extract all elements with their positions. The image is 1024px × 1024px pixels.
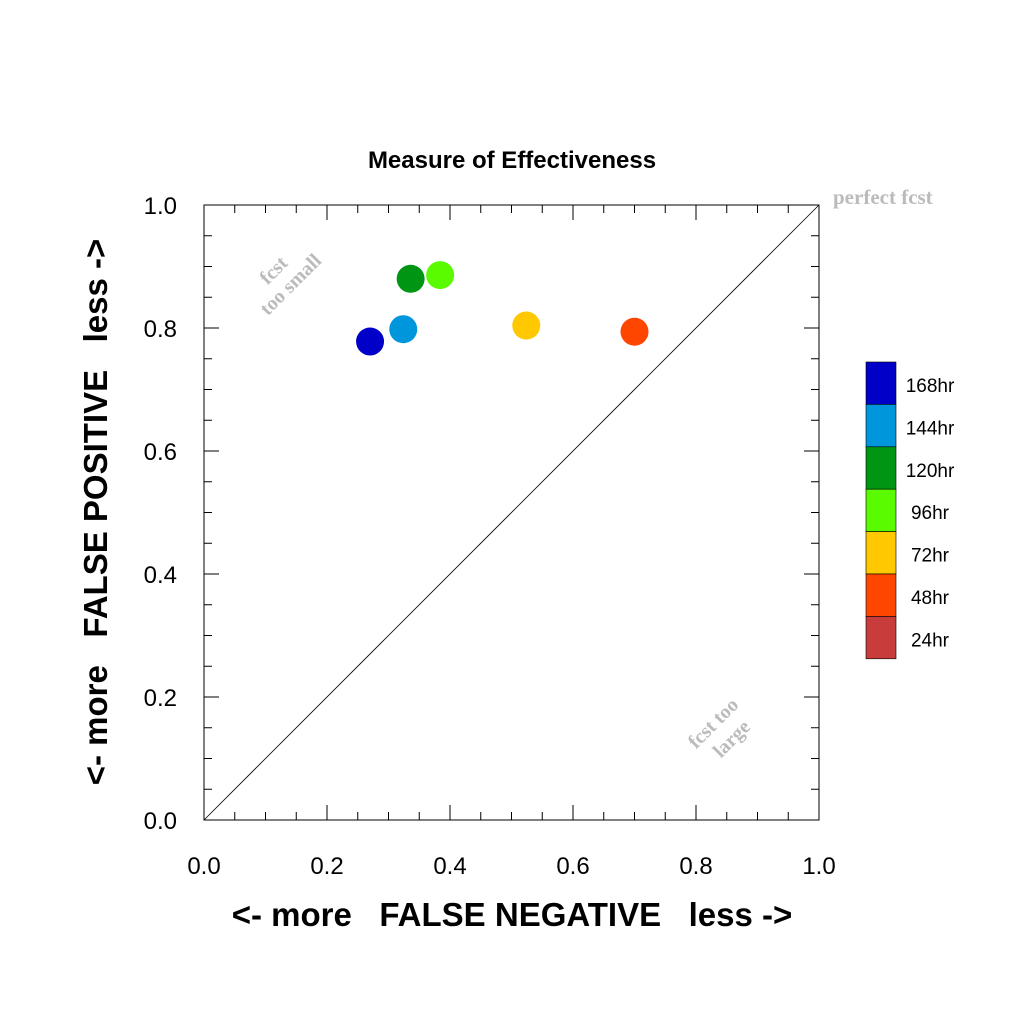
data-points (356, 261, 649, 356)
y-tick-label: 0.4 (144, 562, 177, 589)
legend: 168hr 144hr 120hr 96hr 72hr 48hr 24hr (865, 361, 955, 660)
legend-swatch-144hr (865, 404, 897, 448)
legend-label: 24hr (911, 630, 950, 651)
y-tick-label: 0.8 (144, 316, 177, 343)
data-point-144hr (389, 315, 418, 344)
y-tick-label: 0.2 (144, 685, 177, 712)
data-point-168hr (356, 327, 385, 356)
y-tick-label: 0.6 (144, 439, 177, 466)
x-tick-label: 0.0 (187, 853, 220, 880)
chart-title: Measure of Effectiveness (368, 147, 656, 174)
x-tick-labels: 0.0 0.2 0.4 0.6 0.8 1.0 (187, 853, 835, 880)
data-point-96hr (426, 261, 455, 290)
legend-label: 72hr (911, 546, 950, 567)
y-tick-labels: 0.0 0.2 0.4 0.6 0.8 1.0 (144, 193, 177, 835)
annotation-fcst-too-large: fcst too large (684, 694, 755, 762)
x-tick-label: 0.4 (433, 853, 466, 880)
legend-swatch-72hr (865, 531, 897, 575)
legend-label: 120hr (906, 461, 955, 482)
legend-swatch-168hr (865, 361, 897, 405)
y-tick-label: 0.0 (144, 808, 177, 835)
annotation-fcst-too-small: fcst too small (255, 249, 326, 319)
y-tick-label: 1.0 (144, 193, 177, 220)
x-axis-label: <- more FALSE NEGATIVE less -> (232, 896, 793, 933)
data-point-48hr (620, 317, 649, 346)
x-tick-label: 1.0 (802, 853, 835, 880)
annotation-perfect-fcst: perfect fcst (833, 185, 933, 209)
axis-ticks (203, 204, 820, 821)
reference-diagonal (203, 204, 820, 821)
legend-label: 144hr (906, 418, 955, 439)
legend-swatch-24hr (865, 616, 897, 660)
x-tick-label: 0.6 (556, 853, 589, 880)
legend-swatch-120hr (865, 446, 897, 490)
legend-label: 48hr (911, 588, 950, 609)
x-tick-label: 0.8 (679, 853, 712, 880)
data-point-120hr (396, 264, 425, 293)
y-axis-label: <- more FALSE POSITIVE less -> (77, 239, 114, 786)
legend-swatch-48hr (865, 573, 897, 617)
legend-label: 168hr (906, 376, 955, 397)
x-tick-label: 0.2 (310, 853, 343, 880)
data-point-72hr (512, 311, 541, 340)
plot-area: 0.0 0.2 0.4 0.6 0.8 1.0 0.0 0.2 0.4 0.6 0.8 1.0 (144, 193, 836, 880)
legend-swatch-96hr (865, 488, 897, 532)
legend-label: 96hr (911, 503, 950, 524)
